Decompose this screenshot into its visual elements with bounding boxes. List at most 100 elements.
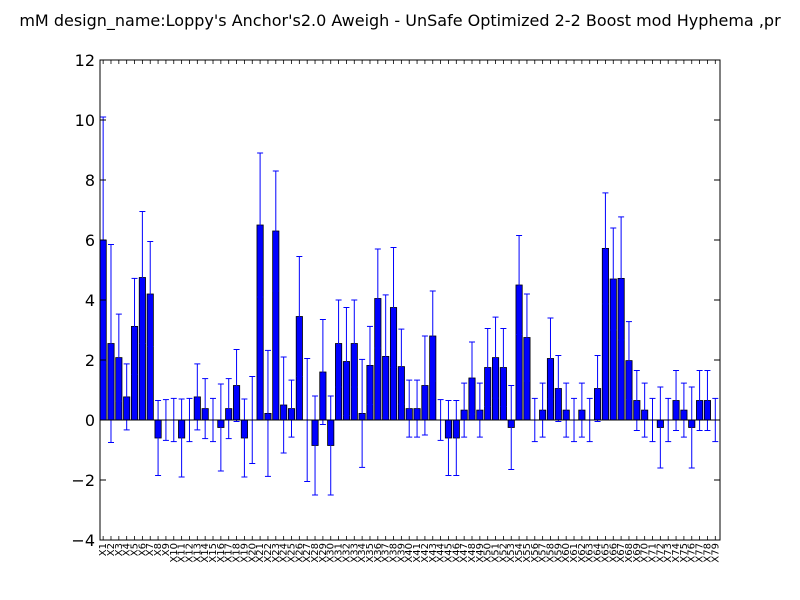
x-tick-label: X11 bbox=[177, 543, 188, 563]
error-bar-X32 bbox=[343, 307, 350, 416]
x-tick-label: X69 bbox=[632, 543, 643, 563]
error-bar-X23 bbox=[272, 170, 279, 292]
error-bar-X68 bbox=[625, 321, 632, 401]
x-tick-label: X53 bbox=[506, 543, 517, 563]
x-tick-label: X8 bbox=[153, 543, 164, 556]
x-tick-label: X4 bbox=[122, 543, 133, 556]
x-tick-label: X26 bbox=[294, 543, 305, 563]
error-bar-X64 bbox=[594, 355, 601, 422]
x-tick-label: X71 bbox=[648, 543, 659, 563]
error-bar-X50 bbox=[484, 328, 491, 407]
x-tick-label: X48 bbox=[467, 543, 478, 563]
x-tick-label: X14 bbox=[200, 543, 211, 563]
error-bar-X46 bbox=[453, 400, 460, 476]
x-tick-label: X3 bbox=[114, 543, 125, 556]
error-bar-X21 bbox=[257, 152, 264, 298]
x-tick-label: X25 bbox=[286, 543, 297, 563]
error-bar-X51 bbox=[492, 316, 499, 399]
x-tick-label: X6 bbox=[137, 543, 148, 556]
error-bar-X16 bbox=[217, 383, 224, 472]
x-tick-label: X61 bbox=[569, 543, 580, 563]
error-bar-X11 bbox=[178, 398, 185, 478]
x-tick-label: X66 bbox=[608, 543, 619, 563]
x-tick-label: X54 bbox=[514, 543, 525, 563]
x-tick-label: X36 bbox=[373, 543, 384, 563]
error-bar-X67 bbox=[618, 216, 625, 341]
error-bar-X34 bbox=[359, 358, 366, 468]
x-tick-label: X15 bbox=[208, 543, 219, 563]
x-tick-label: X55 bbox=[522, 543, 533, 563]
x-tick-label: X10 bbox=[169, 543, 180, 563]
x-tick-label: X65 bbox=[600, 543, 611, 563]
x-tick-label: X76 bbox=[687, 543, 698, 563]
x-tick-label: X7 bbox=[145, 543, 156, 556]
error-bar-X3 bbox=[115, 313, 122, 402]
x-tick-label: X57 bbox=[538, 543, 549, 563]
error-bar-X41 bbox=[414, 379, 421, 438]
x-tick-label: X78 bbox=[702, 543, 713, 563]
error-bar-X36 bbox=[374, 248, 381, 349]
error-bar-X62 bbox=[578, 382, 585, 438]
x-tick-label: X1 bbox=[98, 543, 109, 556]
x-tick-label: X2 bbox=[106, 543, 117, 556]
x-tick-label: X47 bbox=[459, 543, 470, 563]
y-axis-ticks: −4 −2 0 2 4 6 8 10 12 bbox=[71, 51, 720, 550]
x-tick-label: X56 bbox=[530, 543, 541, 563]
x-tick-label: X32 bbox=[341, 543, 352, 563]
error-bar-X5 bbox=[131, 277, 138, 375]
x-tick-label: X43 bbox=[428, 543, 439, 563]
error-bar-X75 bbox=[680, 382, 687, 438]
error-bar-X31 bbox=[335, 299, 342, 388]
y-tick-label: 12 bbox=[75, 51, 95, 70]
x-tick-label: X46 bbox=[451, 543, 462, 563]
y-tick-label: 0 bbox=[85, 411, 95, 430]
error-bar-X60 bbox=[563, 382, 570, 438]
x-axis-ticks: X1X2X3X4X5X6X7X8X9X10X11X12X13X14X15X16X… bbox=[98, 60, 721, 563]
x-tick-label: X30 bbox=[326, 543, 337, 563]
error-bar-X57 bbox=[539, 382, 546, 438]
error-bar-X43 bbox=[429, 290, 436, 382]
x-tick-label: X39 bbox=[396, 543, 407, 563]
error-bar-X76 bbox=[688, 386, 695, 469]
x-tick-label: X27 bbox=[302, 543, 313, 563]
x-tick-label: X21 bbox=[255, 543, 266, 563]
x-tick-label: X12 bbox=[184, 543, 195, 563]
x-tick-label: X16 bbox=[216, 543, 227, 563]
y-tick-label: 4 bbox=[85, 291, 95, 310]
x-tick-label: X73 bbox=[663, 543, 674, 563]
error-bar-X66 bbox=[610, 227, 617, 331]
x-tick-label: X29 bbox=[318, 543, 329, 563]
error-bar-X58 bbox=[547, 317, 554, 400]
error-bar-X35 bbox=[366, 325, 373, 405]
x-tick-label: X44 bbox=[436, 543, 447, 563]
error-bar-X14 bbox=[202, 378, 209, 440]
x-tick-label: X59 bbox=[553, 543, 564, 563]
error-bar-X7 bbox=[147, 241, 154, 347]
error-bar-X70 bbox=[641, 382, 648, 438]
error-bar-X72 bbox=[657, 386, 664, 469]
error-bar-X22 bbox=[264, 349, 271, 477]
x-tick-label: X64 bbox=[593, 543, 604, 563]
error-bar-X53 bbox=[508, 385, 515, 470]
chart-title: mM design_name:Loppy's Anchor's2.0 Aweig… bbox=[19, 11, 781, 31]
x-tick-label: X35 bbox=[365, 543, 376, 563]
y-tick-label: 10 bbox=[75, 111, 95, 130]
x-tick-label: X67 bbox=[616, 543, 627, 563]
y-tick-label: −2 bbox=[71, 471, 95, 490]
error-bars-layer bbox=[100, 116, 719, 496]
plot-area-frame bbox=[99, 59, 721, 541]
x-tick-label: X31 bbox=[334, 543, 345, 563]
error-bar-X54 bbox=[516, 235, 523, 335]
x-tick-label: X60 bbox=[561, 543, 572, 563]
error-bar-X6 bbox=[139, 211, 146, 344]
error-bar-X24 bbox=[280, 356, 287, 454]
x-tick-label: X45 bbox=[443, 543, 454, 563]
x-tick-label: X40 bbox=[404, 543, 415, 563]
error-bar-X30 bbox=[327, 395, 334, 496]
x-tick-label: X62 bbox=[577, 543, 588, 563]
x-tick-label: X22 bbox=[263, 543, 274, 563]
x-tick-label: X72 bbox=[655, 543, 666, 563]
x-tick-label: X50 bbox=[483, 543, 494, 563]
x-tick-label: X20 bbox=[247, 543, 258, 563]
error-bar-X45 bbox=[445, 400, 452, 476]
